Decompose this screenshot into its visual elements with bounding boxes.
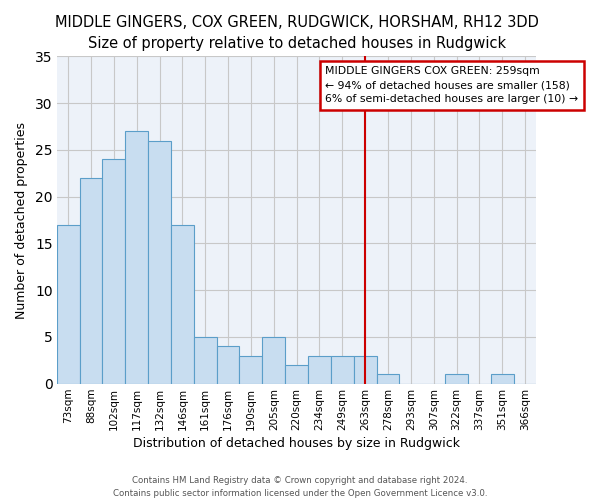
Bar: [80, 178, 103, 384]
Bar: [377, 374, 400, 384]
Bar: [217, 346, 239, 384]
Bar: [331, 356, 354, 384]
Bar: [262, 337, 285, 384]
Bar: [354, 356, 377, 384]
Bar: [148, 140, 171, 384]
Bar: [125, 131, 148, 384]
Y-axis label: Number of detached properties: Number of detached properties: [15, 122, 28, 318]
Bar: [103, 159, 125, 384]
Bar: [194, 337, 217, 384]
Title: MIDDLE GINGERS, COX GREEN, RUDGWICK, HORSHAM, RH12 3DD
Size of property relative: MIDDLE GINGERS, COX GREEN, RUDGWICK, HOR…: [55, 15, 539, 51]
Text: MIDDLE GINGERS COX GREEN: 259sqm
← 94% of detached houses are smaller (158)
6% o: MIDDLE GINGERS COX GREEN: 259sqm ← 94% o…: [325, 66, 578, 104]
Text: Contains HM Land Registry data © Crown copyright and database right 2024.
Contai: Contains HM Land Registry data © Crown c…: [113, 476, 487, 498]
Bar: [57, 224, 80, 384]
Bar: [239, 356, 262, 384]
Bar: [445, 374, 468, 384]
X-axis label: Distribution of detached houses by size in Rudgwick: Distribution of detached houses by size …: [133, 437, 460, 450]
Bar: [308, 356, 331, 384]
Bar: [491, 374, 514, 384]
Bar: [171, 224, 194, 384]
Bar: [285, 365, 308, 384]
